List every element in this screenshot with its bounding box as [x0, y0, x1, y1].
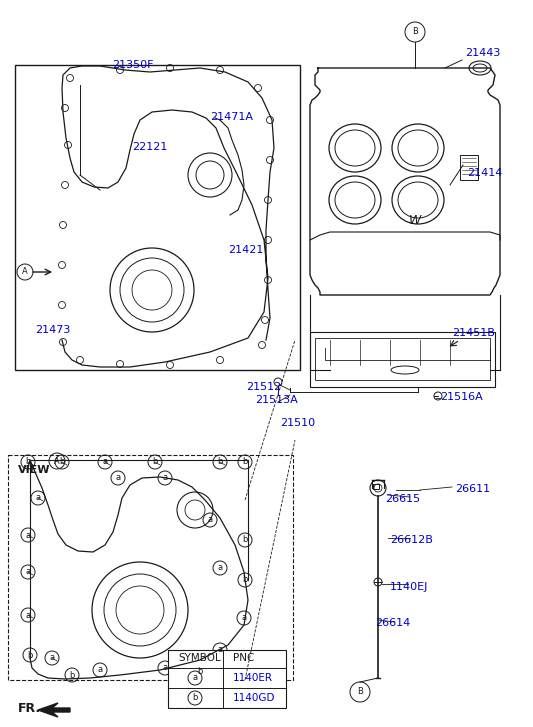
- Text: a: a: [50, 654, 54, 662]
- Text: b: b: [59, 457, 64, 467]
- Text: a: a: [217, 646, 223, 654]
- Text: a: a: [163, 473, 167, 483]
- Text: a: a: [26, 568, 30, 577]
- Text: a: a: [116, 473, 120, 483]
- Text: 21512: 21512: [246, 382, 281, 392]
- Text: 26611: 26611: [455, 484, 490, 494]
- Text: B: B: [412, 28, 418, 36]
- Text: a: a: [217, 563, 223, 572]
- Bar: [315, 338, 490, 380]
- Text: a: a: [207, 515, 213, 524]
- Text: W: W: [409, 214, 421, 227]
- Bar: [15, 65, 300, 370]
- Text: B: B: [357, 688, 363, 696]
- Text: a: a: [192, 673, 198, 683]
- Text: b: b: [25, 457, 31, 467]
- Text: FR.: FR.: [18, 702, 41, 715]
- Text: 21513A: 21513A: [255, 395, 298, 405]
- Text: b: b: [27, 651, 33, 659]
- Text: a: a: [241, 614, 247, 622]
- Text: SYMBOL: SYMBOL: [178, 653, 221, 663]
- Text: 26612B: 26612B: [390, 535, 433, 545]
- Text: 1140GD: 1140GD: [233, 693, 276, 703]
- Text: a: a: [35, 494, 41, 502]
- Text: 1140EJ: 1140EJ: [390, 582, 429, 592]
- Text: b: b: [243, 457, 248, 467]
- Text: A: A: [22, 268, 28, 276]
- Text: a: a: [26, 611, 30, 619]
- Text: b: b: [243, 576, 248, 585]
- Text: PNC: PNC: [233, 653, 254, 663]
- Text: 21451B: 21451B: [452, 328, 495, 338]
- Text: a: a: [98, 665, 102, 675]
- Text: A: A: [54, 457, 60, 465]
- Polygon shape: [38, 703, 70, 717]
- Text: 21421: 21421: [228, 245, 263, 255]
- Bar: [373, 484, 379, 489]
- Text: a: a: [102, 457, 108, 467]
- Text: 21414: 21414: [467, 168, 503, 178]
- Text: 21350F: 21350F: [112, 60, 154, 70]
- Bar: [8, 455, 293, 680]
- Text: a: a: [26, 531, 30, 539]
- Text: 1140ER: 1140ER: [233, 673, 273, 683]
- Bar: [168, 650, 286, 708]
- Bar: [310, 332, 495, 387]
- Text: 21516A: 21516A: [440, 392, 483, 402]
- Text: a: a: [163, 664, 167, 672]
- Text: 21471A: 21471A: [210, 112, 253, 122]
- Text: 26615: 26615: [385, 494, 420, 504]
- Text: VIEW: VIEW: [18, 465, 51, 475]
- Text: b: b: [152, 457, 158, 467]
- Text: b: b: [69, 670, 75, 680]
- Text: 22121: 22121: [132, 142, 167, 152]
- Text: b: b: [192, 694, 198, 702]
- Text: 21473: 21473: [35, 325, 70, 335]
- Text: b: b: [243, 536, 248, 545]
- Bar: [460, 155, 478, 180]
- Text: b: b: [217, 457, 223, 467]
- Text: 21510: 21510: [280, 418, 315, 428]
- Text: 21443: 21443: [465, 48, 500, 58]
- Text: b: b: [197, 667, 203, 677]
- Text: 26614: 26614: [375, 618, 410, 628]
